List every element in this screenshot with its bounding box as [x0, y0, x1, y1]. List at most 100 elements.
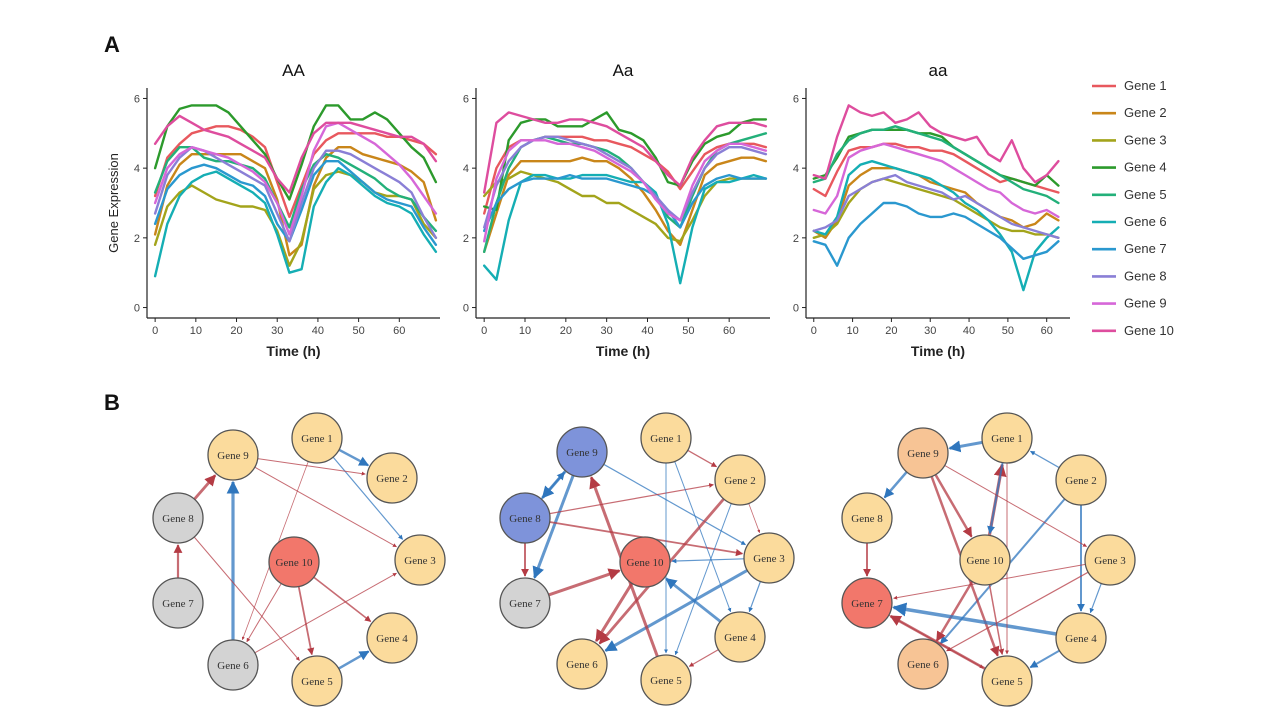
x-tick-label: 10: [846, 325, 858, 337]
x-tick-label: 20: [885, 325, 897, 337]
y-tick-label: 0: [463, 303, 469, 315]
x-axis-label: Time (h): [266, 343, 320, 359]
series-line-gene-3: [812, 177, 1060, 240]
y-tick-label: 0: [793, 303, 799, 315]
network-2: Gene 1 Gene 2 Gene 3 Gene 4 Gene 5 Gene 6 Gene…: [499, 412, 795, 706]
legend-label: Gene 10: [1124, 323, 1174, 338]
node-label: Gene 3: [753, 553, 785, 565]
series-line-gene-6: [812, 159, 1060, 292]
edge-gene-3-to-gene-4: [748, 581, 761, 613]
x-tick-label: 0: [152, 325, 158, 337]
legend-label: Gene 9: [1124, 296, 1167, 311]
edge-gene-9-to-gene-2: [257, 458, 366, 476]
edge-gene-9-to-gene-3: [944, 464, 1087, 548]
edge-gene-2-to-gene-1: [1030, 450, 1060, 469]
node-gene-6: [897, 638, 949, 690]
edge-gene-8-to-gene-9: [193, 474, 217, 501]
edge-gene-1-to-gene-9: [948, 440, 983, 453]
x-axis-label: Time (h): [596, 343, 650, 359]
y-tick-label: 0: [134, 303, 140, 315]
panel-b-letter: B: [104, 390, 120, 415]
node-gene-8: [499, 492, 551, 544]
node-gene-6: [556, 638, 608, 690]
node-gene-4: [714, 611, 766, 663]
x-tick-label: 50: [1002, 325, 1014, 337]
node-gene-9: [207, 429, 259, 481]
series-line-gene-10: [812, 104, 1060, 184]
y-tick-label: 6: [134, 93, 140, 105]
series-line-gene-6: [483, 173, 768, 285]
series-line-gene-10: [153, 114, 438, 194]
x-tick-label: 30: [924, 325, 936, 337]
series-line-gene-9: [483, 139, 768, 243]
series-line-gene-9: [153, 121, 438, 236]
series-line-gene-2: [812, 166, 1060, 240]
node-label: Gene 8: [509, 513, 541, 525]
node-label: Gene 4: [724, 632, 756, 644]
x-tick-label: 10: [519, 325, 531, 337]
edge-gene-2-to-gene-3: [748, 503, 761, 533]
node-gene-7: [499, 577, 551, 629]
y-tick-label: 4: [793, 163, 799, 175]
legend-label: Gene 5: [1124, 187, 1167, 202]
node-label: Gene 4: [1065, 633, 1097, 645]
x-tick-label: 0: [481, 325, 487, 337]
node-label: Gene 10: [627, 557, 664, 569]
edge-gene-10-to-gene-6: [594, 582, 634, 643]
node-gene-2: [366, 452, 418, 504]
x-tick-label: 50: [682, 325, 694, 337]
node-gene-10: [268, 536, 320, 588]
series-line-gene-3: [153, 170, 438, 267]
edge-gene-4-to-gene-5: [1029, 649, 1060, 669]
edge-gene-7-to-gene-5: [888, 614, 984, 669]
node-gene-2: [714, 454, 766, 506]
edge-gene-4-to-gene-5: [688, 649, 719, 667]
y-tick-label: 2: [463, 233, 469, 245]
node-gene-3: [743, 532, 795, 584]
panel-a-letter: A: [104, 32, 120, 57]
edge-gene-9-to-gene-7: [532, 474, 575, 579]
x-tick-label: 0: [811, 325, 817, 337]
edge-gene-9-to-gene-3: [254, 466, 397, 548]
node-label: Gene 3: [404, 555, 436, 567]
node-label: Gene 10: [967, 555, 1004, 567]
node-gene-9: [556, 426, 608, 478]
legend-label: Gene 6: [1124, 214, 1167, 229]
x-tick-label: 20: [230, 325, 242, 337]
edge-gene-2-to-gene-5: [674, 503, 732, 656]
series-line-gene-1: [153, 125, 438, 219]
node-gene-4: [1055, 612, 1107, 664]
edge-gene-1-to-gene-10: [987, 462, 1004, 535]
y-tick-label: 6: [463, 93, 469, 105]
series-line-gene-7: [812, 201, 1060, 267]
node-label: Gene 1: [650, 433, 681, 445]
network-nodes: Gene 1 Gene 2 Gene 3 Gene 4 Gene 5 Gene 6 Gene…: [152, 412, 446, 707]
node-label: Gene 10: [276, 557, 313, 569]
legend-label: Gene 4: [1124, 160, 1167, 175]
node-label: Gene 9: [907, 448, 939, 460]
node-gene-9: [897, 427, 949, 479]
y-tick-label: 2: [793, 233, 799, 245]
node-gene-5: [640, 654, 692, 706]
node-label: Gene 1: [991, 433, 1022, 445]
node-label: Gene 5: [650, 675, 682, 687]
x-tick-label: 40: [312, 325, 324, 337]
legend-label: Gene 1: [1124, 78, 1167, 93]
node-gene-5: [291, 655, 343, 707]
node-label: Gene 2: [724, 475, 755, 487]
edge-gene-9-to-gene-3: [603, 463, 746, 546]
legend-label: Gene 7: [1124, 241, 1167, 256]
legend-label: Gene 8: [1124, 268, 1167, 283]
edge-gene-3-to-gene-6: [946, 571, 1089, 652]
edge-gene-3-to-gene-4: [1089, 583, 1102, 614]
edge-gene-5-to-gene-4: [338, 650, 370, 670]
node-gene-7: [152, 577, 204, 629]
series-line-gene-6: [153, 166, 438, 278]
node-gene-3: [1084, 534, 1136, 586]
series-line-gene-2: [153, 145, 438, 257]
y-tick-label: 6: [793, 93, 799, 105]
node-gene-10: [619, 536, 671, 588]
chart-title: Aa: [613, 61, 634, 80]
x-tick-label: 60: [1041, 325, 1053, 337]
